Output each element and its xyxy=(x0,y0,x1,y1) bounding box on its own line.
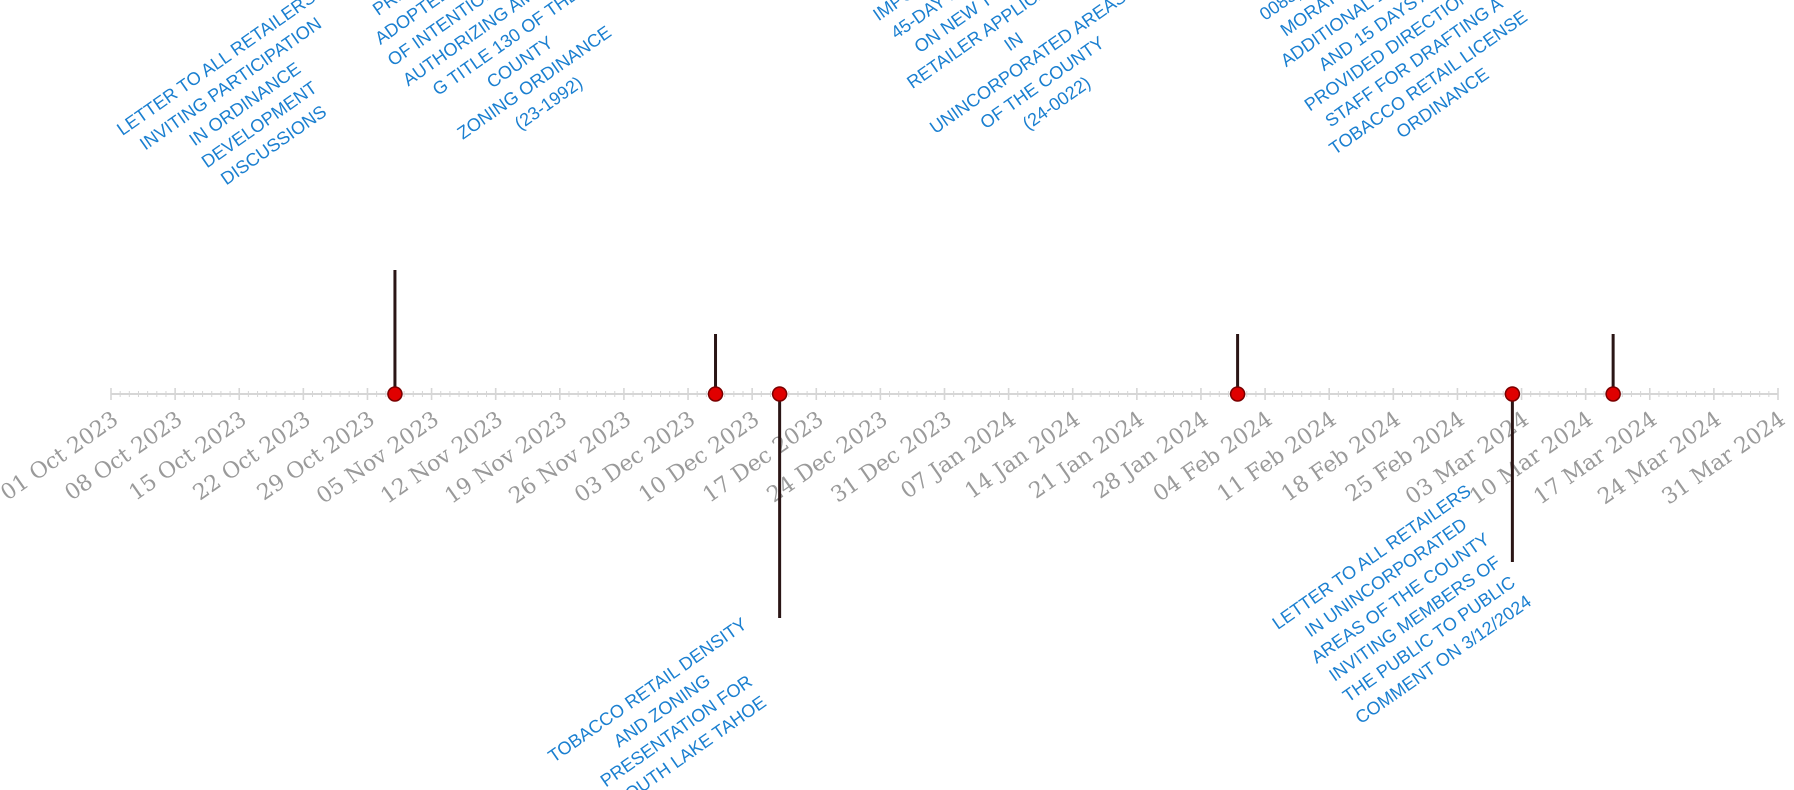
event-marker xyxy=(1504,386,1521,402)
event-marker xyxy=(771,386,788,402)
event-markers xyxy=(387,386,1621,402)
event-label: BOS ADOPTED URGENCYORDINANCE 5197 (24-00… xyxy=(1244,0,1531,159)
event-marker xyxy=(1605,386,1621,402)
event-label: BOS ADOPTED URGENCYORDINANCE 5192,IMPOSI… xyxy=(869,0,1129,138)
event-stems xyxy=(393,270,1615,618)
event-marker xyxy=(707,386,724,402)
event-marker xyxy=(1229,386,1246,402)
event-marker xyxy=(387,386,403,402)
event-label-line: IN xyxy=(1000,28,1026,55)
